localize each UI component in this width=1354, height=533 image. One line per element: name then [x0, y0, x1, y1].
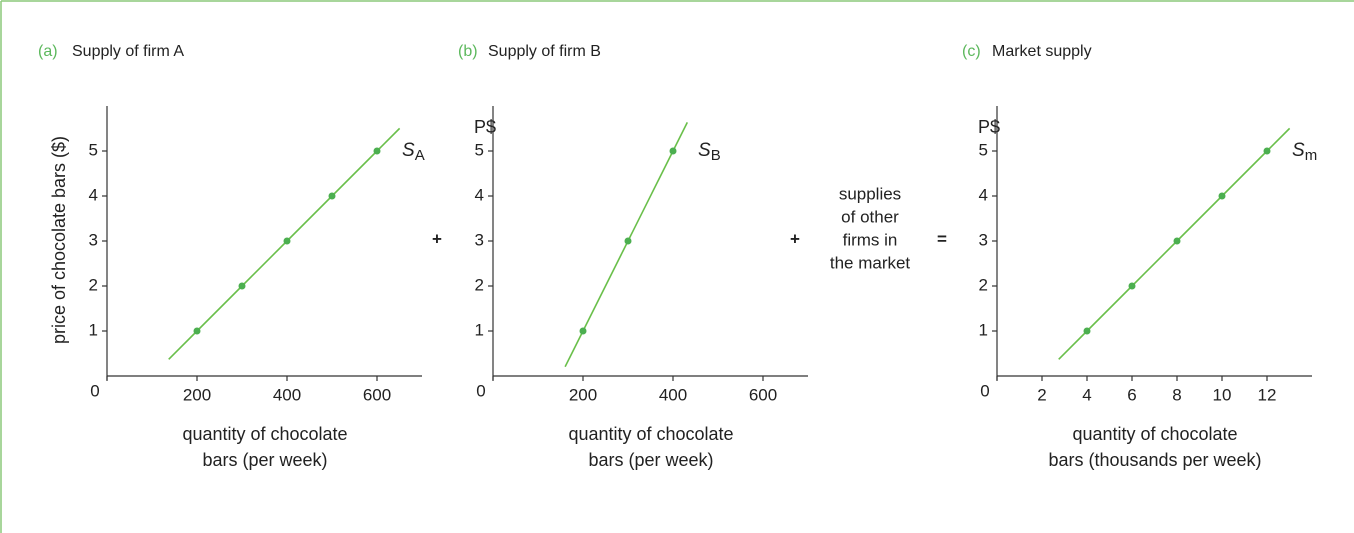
series-label: Sm [1292, 140, 1317, 164]
panel-title: Supply of firm B [488, 43, 601, 60]
x-axis-label: quantity of chocolate [1072, 424, 1237, 444]
y-tick-label: 5 [979, 140, 988, 159]
y-tick-label: 4 [89, 185, 98, 204]
point [1083, 327, 1091, 335]
y-axis-label: price of chocolate bars ($) [49, 136, 69, 344]
y-tick-label: 2 [89, 275, 98, 294]
y-tick-label: 4 [979, 185, 988, 204]
x-tick-label: 600 [749, 385, 777, 404]
point [669, 147, 677, 155]
x-axis-label: bars (per week) [588, 450, 713, 470]
x-tick-label: 200 [569, 385, 597, 404]
y-tick-label: 4 [475, 185, 484, 204]
x-tick-label: 12 [1258, 385, 1277, 404]
x-axis-label: quantity of chocolate [568, 424, 733, 444]
x-axis-label: bars (thousands per week) [1048, 450, 1261, 470]
y-tick-label: 5 [89, 140, 98, 159]
panel-title: Supply of firm A [72, 43, 184, 60]
y-axis-label: P$ [978, 117, 1000, 137]
x-tick-label: 0 [476, 381, 485, 400]
operator: + [432, 229, 442, 248]
note-line: of other [841, 207, 899, 226]
point [1128, 282, 1136, 290]
x-tick-label: 400 [273, 385, 301, 404]
y-tick-label: 3 [475, 230, 484, 249]
note-line: firms in [843, 230, 898, 249]
y-tick-label: 2 [979, 275, 988, 294]
y-tick-label: 5 [475, 140, 484, 159]
panel-label: (b) [458, 43, 478, 60]
point [1173, 237, 1181, 245]
y-axis-label: P$ [474, 117, 496, 137]
operator: + [790, 229, 800, 248]
series-label: SA [402, 140, 425, 164]
point [373, 147, 381, 155]
line-extension [672, 122, 689, 152]
y-tick-label: 1 [475, 320, 484, 339]
x-axis-label: quantity of chocolate [182, 424, 347, 444]
x-tick-label: 200 [183, 385, 211, 404]
point [238, 282, 246, 290]
point [193, 327, 201, 335]
point [328, 192, 336, 200]
series-label: SB [698, 140, 721, 164]
y-tick-label: 3 [89, 230, 98, 249]
point [579, 327, 587, 335]
line-extension [1266, 127, 1291, 152]
y-tick-label: 1 [89, 320, 98, 339]
y-tick-label: 1 [979, 320, 988, 339]
x-tick-label: 400 [659, 385, 687, 404]
panel-label: (a) [38, 43, 58, 60]
panel-label: (c) [962, 43, 981, 60]
point [624, 237, 632, 245]
y-tick-label: 2 [475, 275, 484, 294]
line-extension [564, 330, 584, 368]
note-line: supplies [839, 184, 901, 203]
point [1218, 192, 1226, 200]
x-axis-label: bars (per week) [202, 450, 327, 470]
line-extension [376, 127, 401, 152]
x-tick-label: 0 [980, 381, 989, 400]
panel-title: Market supply [992, 43, 1092, 60]
x-tick-label: 0 [90, 381, 99, 400]
line-extension [168, 330, 198, 360]
x-tick-label: 8 [1172, 385, 1181, 404]
x-tick-label: 600 [363, 385, 391, 404]
note-line: the market [830, 253, 911, 272]
line-extension [1058, 330, 1088, 360]
x-tick-label: 6 [1127, 385, 1136, 404]
y-tick-label: 3 [979, 230, 988, 249]
point [1263, 147, 1271, 155]
point [283, 237, 291, 245]
operator: = [937, 229, 947, 248]
x-tick-label: 10 [1213, 385, 1232, 404]
x-tick-label: 4 [1082, 385, 1091, 404]
x-tick-label: 2 [1037, 385, 1046, 404]
